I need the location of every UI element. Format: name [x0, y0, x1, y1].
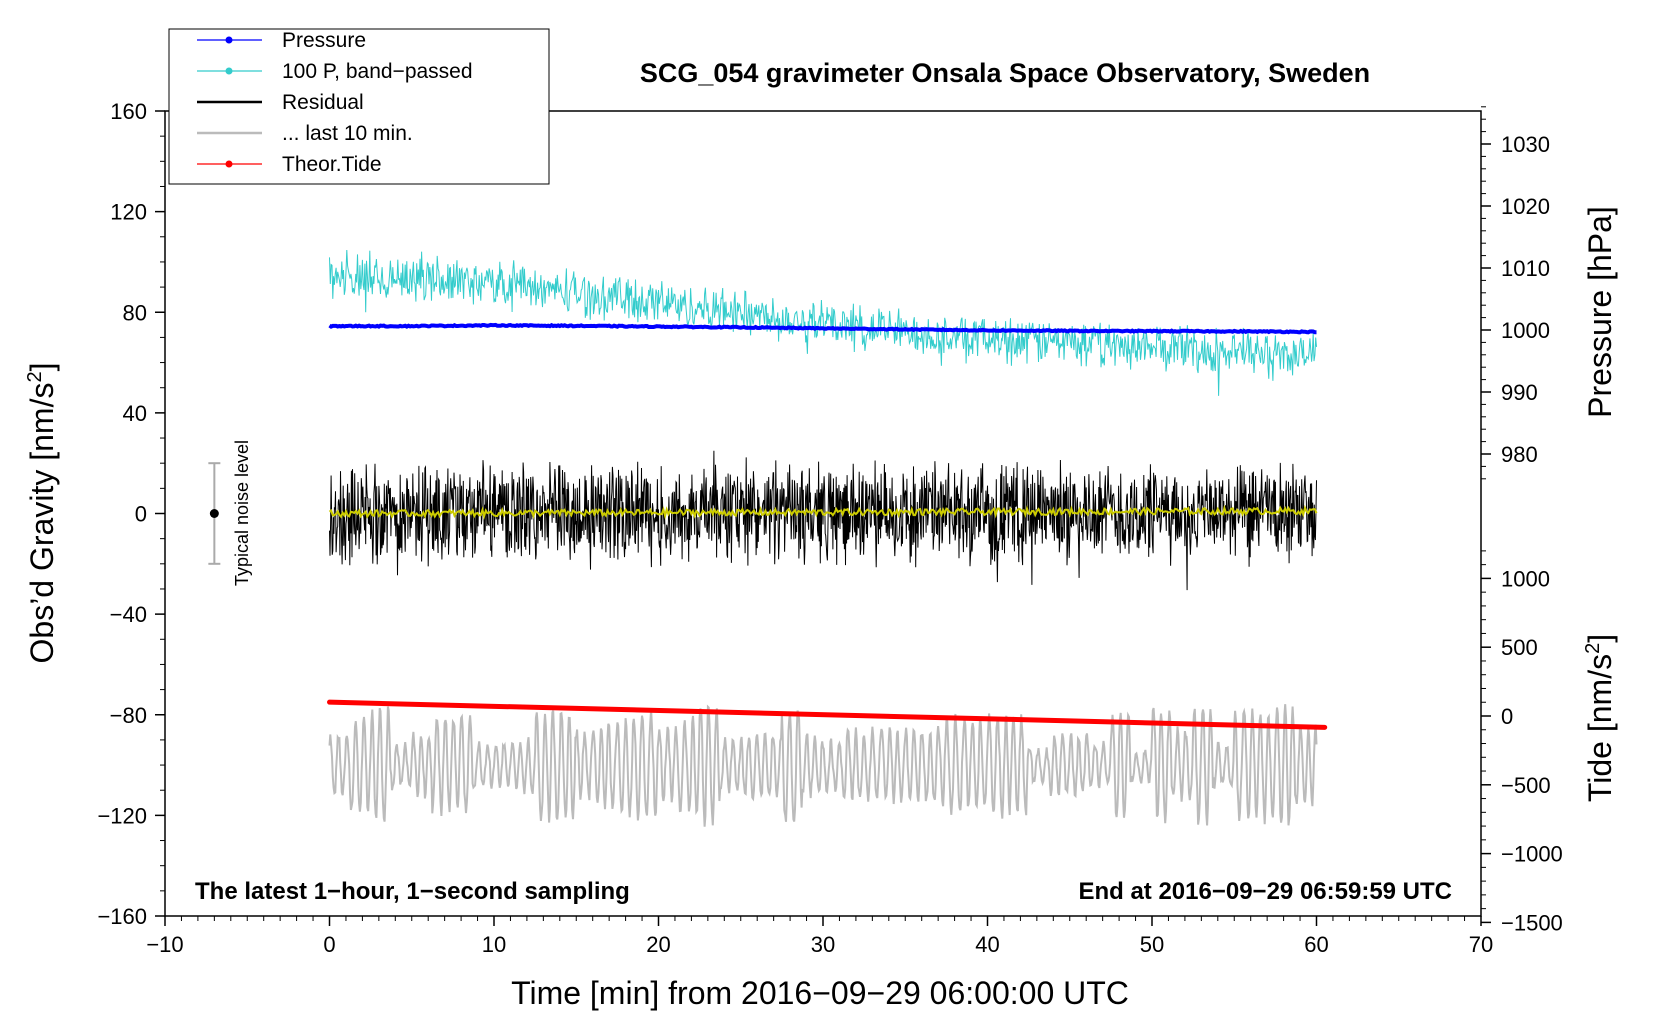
y-axis-title-tide: Tide [nm/s2] — [1582, 634, 1618, 802]
series-last-10-min — [328, 704, 1318, 827]
series-pressure — [328, 322, 1317, 335]
y-axis-title-tide-close: ] — [1582, 634, 1618, 643]
y-tick-label-left: −120 — [97, 803, 147, 828]
legend-marker — [225, 160, 233, 168]
noise-dot — [209, 509, 219, 518]
y-axis-title-left-text: Obs’d Gravity [nm/s — [24, 383, 60, 664]
pressure-tick-label: 990 — [1501, 380, 1538, 405]
legend-marker — [225, 36, 233, 44]
x-tick-label: 20 — [646, 932, 670, 957]
tide-tick-label: −1500 — [1501, 910, 1563, 935]
series-residual — [329, 450, 1317, 591]
x-tick-label: 70 — [1469, 932, 1493, 957]
y-tick-label-left: 160 — [110, 99, 147, 124]
tide-tick-label: 1000 — [1501, 566, 1550, 591]
y-tick-label-left: 0 — [135, 502, 147, 527]
ticks-layer: −10 0 10 20 30 40 50 60 7016012080400−40−80−120−… — [97, 99, 1562, 957]
y-axis-title-pressure: Pressure [hPa] — [1582, 206, 1618, 418]
y-tick-label-left: 120 — [110, 200, 147, 225]
noise-label: Typical noise level — [232, 440, 252, 586]
legend-label: 100 P, band−passed — [282, 60, 473, 83]
legend: Pressure 100 P, band−passed Residual ... la… — [168, 28, 550, 185]
y-tick-label-left: 40 — [123, 401, 147, 426]
pressure-tick-label: 1000 — [1501, 318, 1550, 343]
series-band-passed-pressure — [329, 249, 1317, 396]
tide-tick-label: 0 — [1501, 704, 1513, 729]
x-tick-label: 10 — [482, 932, 506, 957]
note-end-time: End at 2016−09−29 06:59:59 UTC — [1078, 878, 1452, 905]
tide-tick-label: −1000 — [1501, 842, 1563, 867]
x-tick-label: −10 — [146, 932, 183, 957]
pressure-tick-label: 980 — [1501, 442, 1538, 467]
tide-tick-label: −500 — [1501, 773, 1551, 798]
legend-marker — [225, 67, 233, 75]
pressure-tick-label: 1010 — [1501, 256, 1550, 281]
y-axis-title-left-sup: 2 — [24, 371, 46, 382]
legend-label: ... last 10 min. — [282, 122, 413, 145]
y-tick-label-left: −80 — [110, 703, 147, 728]
y-tick-label-left: −160 — [97, 904, 147, 929]
series-theor-tide — [327, 699, 1328, 730]
x-tick-label: 40 — [975, 932, 999, 957]
x-tick-label: 30 — [811, 932, 835, 957]
note-sampling: The latest 1−hour, 1−second sampling — [195, 878, 630, 905]
legend-label: Pressure — [282, 29, 366, 52]
series-layer — [327, 249, 1328, 827]
legend-box — [168, 28, 550, 185]
y-axis-title-left: Obs’d Gravity [nm/s2] — [24, 363, 60, 664]
y-axis-title-tide-sup: 2 — [1582, 643, 1604, 654]
x-tick-label: 0 — [323, 932, 335, 957]
y-axis-title-left-close: ] — [24, 363, 60, 372]
legend-items: Pressure 100 P, band−passed Residual ... la… — [197, 29, 473, 176]
y-axis-title-tide-text: Tide [nm/s — [1582, 654, 1618, 802]
pressure-tick-label: 1030 — [1501, 132, 1550, 157]
x-tick-label: 50 — [1140, 932, 1164, 957]
y-tick-label-left: 80 — [123, 300, 147, 325]
pressure-tick-label: 1020 — [1501, 194, 1550, 219]
series-residual-smoothed — [328, 504, 1318, 520]
noise-level-indicator: Typical noise level — [208, 440, 252, 586]
tide-tick-label: 500 — [1501, 635, 1538, 660]
y-tick-label-left: −40 — [110, 602, 147, 627]
legend-label: Residual — [282, 91, 364, 114]
x-axis-title: Time [min] from 2016−09−29 06:00:00 UTC — [511, 975, 1129, 1011]
x-tick-label: 60 — [1304, 932, 1328, 957]
legend-label: Theor.Tide — [282, 153, 382, 176]
chart-title: SCG_054 gravimeter Onsala Space Observat… — [640, 58, 1370, 88]
